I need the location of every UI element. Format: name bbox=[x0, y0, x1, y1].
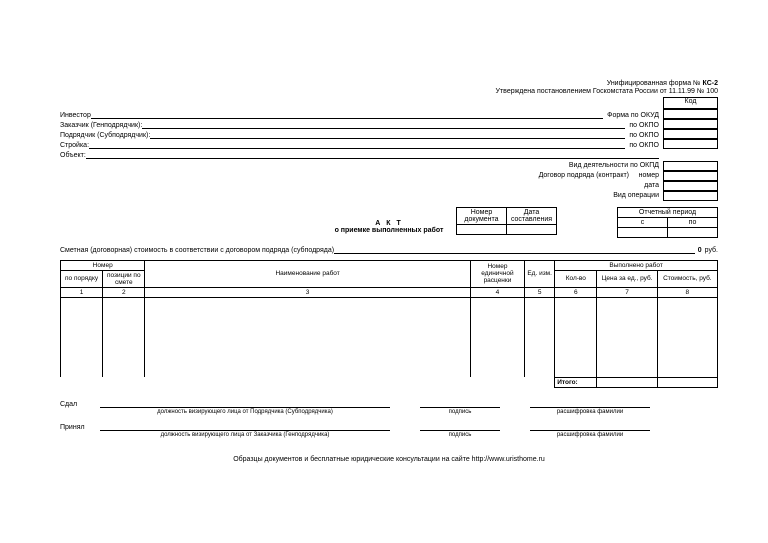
construction-line bbox=[89, 139, 625, 149]
sdal-label: Сдал bbox=[60, 401, 100, 408]
col-workname: Наименование работ bbox=[145, 260, 470, 287]
okpo2-box bbox=[663, 129, 718, 139]
contract-date-box bbox=[663, 181, 718, 191]
okpo1-box bbox=[663, 119, 718, 129]
contractor-line bbox=[150, 129, 625, 139]
okud-label: Форма по ОКУД bbox=[603, 112, 663, 119]
sdal-position-line bbox=[100, 398, 390, 408]
data-c5 bbox=[525, 297, 555, 377]
period-from-cell bbox=[618, 227, 668, 237]
period-header: Отчетный период bbox=[618, 207, 718, 217]
colnum-3: 3 bbox=[145, 287, 470, 297]
page-footer: Образцы документов и бесплатные юридичес… bbox=[60, 456, 718, 463]
form-page: Унифицированная форма № КС-2 Утверждена … bbox=[0, 0, 768, 483]
data-c7 bbox=[597, 297, 657, 377]
colnum-2: 2 bbox=[103, 287, 145, 297]
data-c6 bbox=[555, 297, 597, 377]
form-approved: Утверждена постановлением Госкомстата Ро… bbox=[496, 88, 718, 95]
name-sub1: расшифровка фамилии bbox=[530, 409, 650, 415]
doc-no-header: Номер документа bbox=[457, 207, 507, 224]
period-to-label: по bbox=[668, 217, 718, 227]
form-code: КС-2 bbox=[703, 80, 718, 87]
contract-number-box bbox=[663, 171, 718, 181]
okpo3-box bbox=[663, 139, 718, 149]
operation-box bbox=[663, 191, 718, 201]
prinyal-label: Принял bbox=[60, 424, 100, 431]
period-from-label: с bbox=[618, 217, 668, 227]
colnum-5: 5 bbox=[525, 287, 555, 297]
colnum-6: 6 bbox=[555, 287, 597, 297]
code-header-label: Код bbox=[663, 97, 718, 109]
investor-line bbox=[91, 109, 603, 119]
customer-line bbox=[142, 119, 625, 129]
extra-codes: Вид деятельности по ОКПД Договор подряда… bbox=[60, 161, 718, 201]
data-c8 bbox=[657, 297, 717, 377]
works-table: Номер Наименование работ Номер единичной… bbox=[60, 260, 718, 388]
col-cost: Стоимость, руб. bbox=[657, 270, 717, 287]
colnum-4: 4 bbox=[470, 287, 524, 297]
sdal-sign-line bbox=[420, 398, 500, 408]
data-c3 bbox=[145, 297, 470, 377]
period-to-cell bbox=[668, 227, 718, 237]
sign-sub1: подпись bbox=[420, 409, 500, 415]
construction-label: Стройка: bbox=[60, 142, 89, 149]
prinyal-position-line bbox=[100, 421, 390, 431]
date-compiled-header: Дата составления bbox=[507, 207, 557, 224]
col-unitprice-no: Номер единичной расценки bbox=[470, 260, 524, 287]
doc-meta-table: Номер документа Дата составления bbox=[456, 207, 557, 235]
date-cell bbox=[507, 224, 557, 234]
col-qty: Кол-во bbox=[555, 270, 597, 287]
object-line bbox=[86, 149, 659, 159]
data-c1 bbox=[61, 297, 103, 377]
okpd-label: Вид деятельности по ОКПД bbox=[569, 162, 663, 169]
data-c2 bbox=[103, 297, 145, 377]
cost-label: Сметная (договорная) стоимость в соответ… bbox=[60, 247, 334, 254]
doc-no-cell bbox=[457, 224, 507, 234]
col-number: Номер bbox=[61, 260, 145, 270]
signatures-block: Сдал должность визирующего лица от Подря… bbox=[60, 398, 718, 438]
sdal-sub: должность визирующего лица от Подрядчика… bbox=[100, 409, 390, 415]
cost-row: Сметная (договорная) стоимость в соответ… bbox=[60, 244, 718, 254]
okpo2-label: по ОКПО bbox=[625, 132, 663, 139]
prinyal-sign-line bbox=[420, 421, 500, 431]
cost-value: 0 bbox=[695, 247, 705, 254]
col-price: Цена за ед., руб. bbox=[597, 270, 657, 287]
total-cost bbox=[657, 377, 717, 387]
operation-label: Вид операции bbox=[613, 192, 663, 199]
colnum-8: 8 bbox=[657, 287, 717, 297]
code-header-row: Код bbox=[60, 97, 718, 109]
investor-label: Инвестор bbox=[60, 112, 91, 119]
prinyal-sub: должность визирующего лица от Заказчика … bbox=[100, 432, 390, 438]
prinyal-name-line bbox=[530, 421, 650, 431]
cost-currency: руб. bbox=[705, 247, 718, 254]
customer-label: Заказчик (Генподрядчик): bbox=[60, 122, 142, 129]
total-label: Итого: bbox=[555, 377, 597, 387]
col-completed: Выполнено работ bbox=[555, 260, 718, 270]
period-table: Отчетный период с по bbox=[617, 207, 718, 238]
okpd-box bbox=[663, 161, 718, 171]
data-c4 bbox=[470, 297, 524, 377]
sdal-name-line bbox=[530, 398, 650, 408]
name-sub2: расшифровка фамилии bbox=[530, 432, 650, 438]
contract-date-label: дата bbox=[633, 182, 663, 189]
colnum-1: 1 bbox=[61, 287, 103, 297]
cost-underline bbox=[334, 244, 695, 254]
contractor-label: Подрядчик (Субподрядчик): bbox=[60, 132, 150, 139]
total-price bbox=[597, 377, 657, 387]
col-unit: Ед. изм. bbox=[525, 260, 555, 287]
form-header: Унифицированная форма № КС-2 Утверждена … bbox=[60, 80, 718, 97]
colnum-7: 7 bbox=[597, 287, 657, 297]
contract-label: Договор подряда (контракт) bbox=[539, 172, 633, 179]
sign-sub2: подпись bbox=[420, 432, 500, 438]
okpo3-label: по ОКПО bbox=[625, 142, 663, 149]
okud-box bbox=[663, 109, 718, 119]
col-estimate-no: позиции по смете bbox=[103, 270, 145, 287]
form-prefix: Унифицированная форма № bbox=[607, 80, 701, 87]
parties-block: Инвестор Форма по ОКУД Заказчик (Генподр… bbox=[60, 109, 718, 159]
okpo1-label: по ОКПО bbox=[625, 122, 663, 129]
col-order-no: по порядку bbox=[61, 270, 103, 287]
object-label: Объект: bbox=[60, 152, 86, 159]
contract-number-label: номер bbox=[633, 172, 663, 179]
